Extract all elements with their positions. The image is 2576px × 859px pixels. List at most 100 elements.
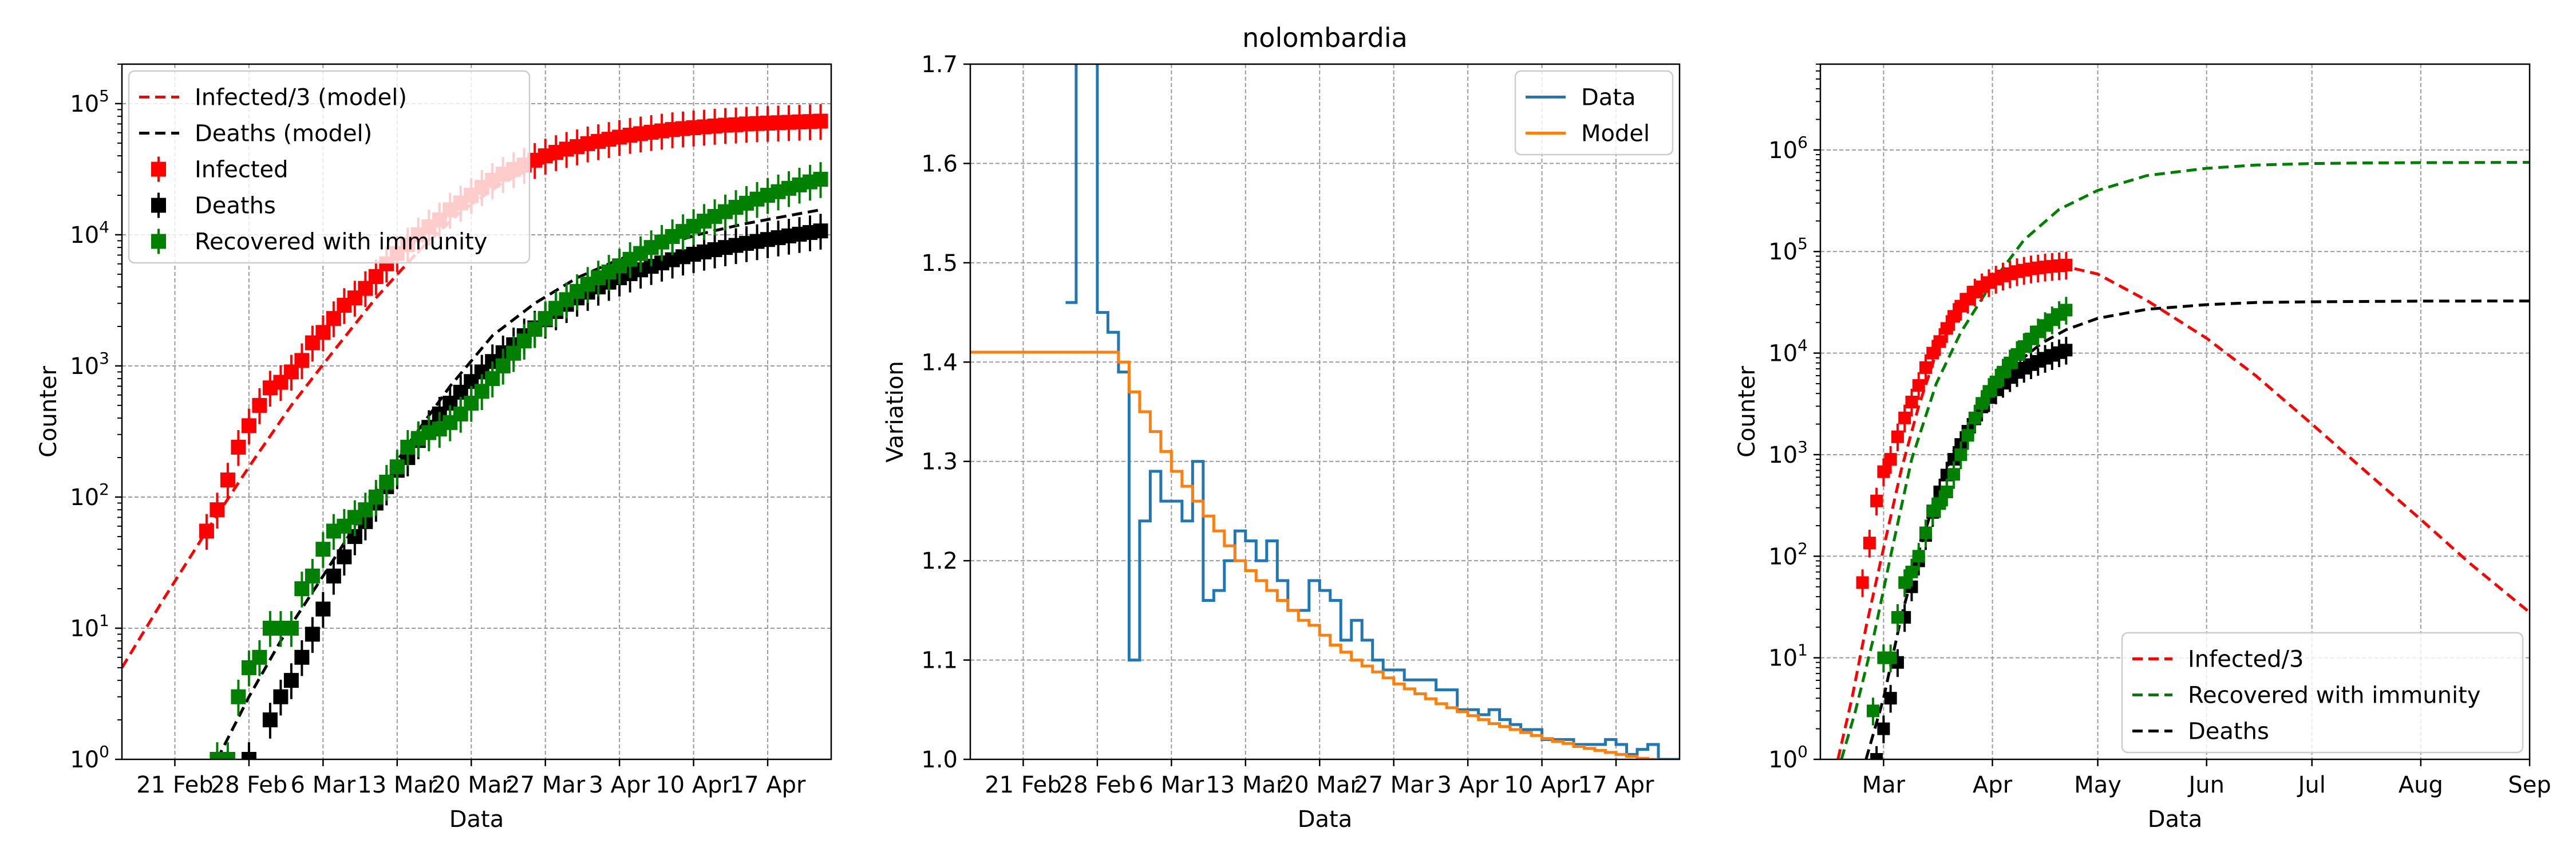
data-point	[1891, 430, 1904, 443]
x-tick-label: Sep	[2508, 772, 2551, 798]
x-tick-label: Mar	[1862, 772, 1906, 798]
x-tick-label: 13 Mar	[1206, 772, 1286, 798]
y-axis-label: Counter	[1734, 366, 1760, 458]
data-point	[1863, 537, 1876, 550]
series-model	[970, 350, 1659, 759]
data-point	[813, 223, 828, 239]
data-point	[220, 472, 235, 488]
axes-frame	[969, 63, 1681, 761]
data-point	[1919, 526, 1933, 539]
legend-entry-deaths: Deaths	[2132, 719, 2269, 745]
y-tick-label: 1.5	[921, 250, 958, 277]
data-point	[273, 689, 289, 704]
data-point	[1856, 576, 1869, 589]
data-point	[1919, 361, 1933, 374]
data-point	[1976, 397, 1989, 410]
legend-entry-recovered-with-immunity: Recovered with immunity	[151, 228, 487, 255]
data-point	[294, 581, 310, 597]
data-point	[305, 568, 320, 584]
x-tick-label: Apr	[1973, 772, 2013, 798]
legend-box	[2121, 632, 2524, 754]
y-tick-label: 106	[1768, 133, 1808, 164]
data-point	[1877, 465, 1890, 478]
data-point	[1940, 485, 1953, 498]
legend-label: Infected/3	[2188, 647, 2304, 673]
x-tick-label: 28 Feb	[211, 772, 287, 798]
data-point	[1905, 395, 1918, 408]
data-point	[2060, 304, 2073, 317]
data-point	[220, 752, 235, 759]
y-tick-label: 1.0	[921, 747, 958, 773]
legend-marker	[151, 161, 166, 177]
series-deaths-model	[216, 208, 821, 759]
right-chart-panel: Mar Apr May Jun Jul Aug Sep 100 101 102 103 104 105 1…	[1734, 63, 2551, 833]
x-tick-label: 13 Mar	[357, 772, 437, 798]
legend-label: Recovered with immunity	[2188, 683, 2480, 709]
x-tick-label: 27 Mar	[1354, 772, 1434, 798]
data-point	[294, 649, 310, 665]
data-point	[1867, 704, 1880, 718]
data-point	[1891, 611, 1904, 624]
series-recovered-with-immunity	[210, 162, 828, 759]
legend-marker	[151, 198, 166, 213]
data-point	[1989, 375, 2002, 388]
legend-entry-infected-3-model: Infected/3 (model)	[139, 85, 407, 111]
data-point	[252, 397, 267, 413]
y-tick-label: 104	[70, 218, 109, 249]
x-tick-label: Aug	[2399, 772, 2443, 798]
x-tick-label: 27 Mar	[505, 772, 586, 798]
legend: Infected/3 (model) Deaths (model) Infected…	[128, 70, 531, 264]
data-point	[1877, 722, 1890, 735]
y-tick-label: 1.6	[921, 151, 958, 177]
data-point	[368, 489, 384, 505]
x-axis-label: Data	[2148, 806, 2203, 833]
data-point	[1926, 346, 1939, 360]
data-point	[337, 549, 352, 565]
data-point	[241, 752, 256, 759]
data-point	[1870, 494, 1883, 507]
x-tick-label: 20 Mar	[432, 772, 512, 798]
data-point	[1968, 411, 1981, 424]
legend-entry-infected-3: Infected/3	[2132, 647, 2304, 673]
legend-entry-data: Data	[1526, 85, 1636, 111]
series-recovered-data	[1867, 297, 2073, 726]
data-point	[231, 689, 246, 704]
legend-label: Recovered with immunity	[195, 229, 487, 255]
y-tick-label: 1.7	[921, 52, 958, 78]
x-tick-label: 3 Apr	[588, 772, 650, 798]
legend-marker	[151, 234, 166, 249]
y-tick-label: 1.2	[921, 548, 958, 574]
y-tick-label: 1.3	[921, 449, 958, 475]
data-point	[262, 712, 278, 728]
plot-area	[1836, 161, 2530, 759]
x-tick-label: Jul	[2297, 772, 2326, 798]
data-point	[210, 502, 225, 518]
data-point	[315, 542, 331, 557]
data-point	[389, 459, 405, 475]
y-tick-label: 100	[1768, 742, 1808, 773]
legend-label: Infected/3 (model)	[195, 85, 407, 111]
y-tick-label: 101	[1768, 641, 1808, 672]
chart-title: nolombardia	[1242, 22, 1408, 53]
data-point	[1947, 310, 1961, 323]
series-data	[1065, 64, 1680, 759]
legend-label: Model	[1581, 121, 1650, 147]
x-tick-label: 20 Mar	[1280, 772, 1360, 798]
data-point	[231, 439, 246, 455]
legend-entry-recovered-with-immunity: Recovered with immunity	[2132, 683, 2480, 709]
legend-label: Deaths (model)	[195, 121, 372, 147]
data-point	[1933, 497, 1946, 510]
data-point	[1912, 550, 1925, 563]
y-tick-label: 104	[1768, 336, 1808, 367]
y-tick-label: 100	[70, 742, 109, 773]
data-point	[1961, 429, 1974, 442]
data-point	[1898, 411, 1911, 424]
x-tick-label: May	[2074, 772, 2121, 798]
legend-label: Deaths	[195, 193, 276, 219]
data-point	[315, 325, 331, 340]
x-tick-label: 17 Apr	[730, 772, 806, 798]
x-axis-label: Data	[1298, 806, 1353, 833]
data-point	[1870, 753, 1883, 759]
